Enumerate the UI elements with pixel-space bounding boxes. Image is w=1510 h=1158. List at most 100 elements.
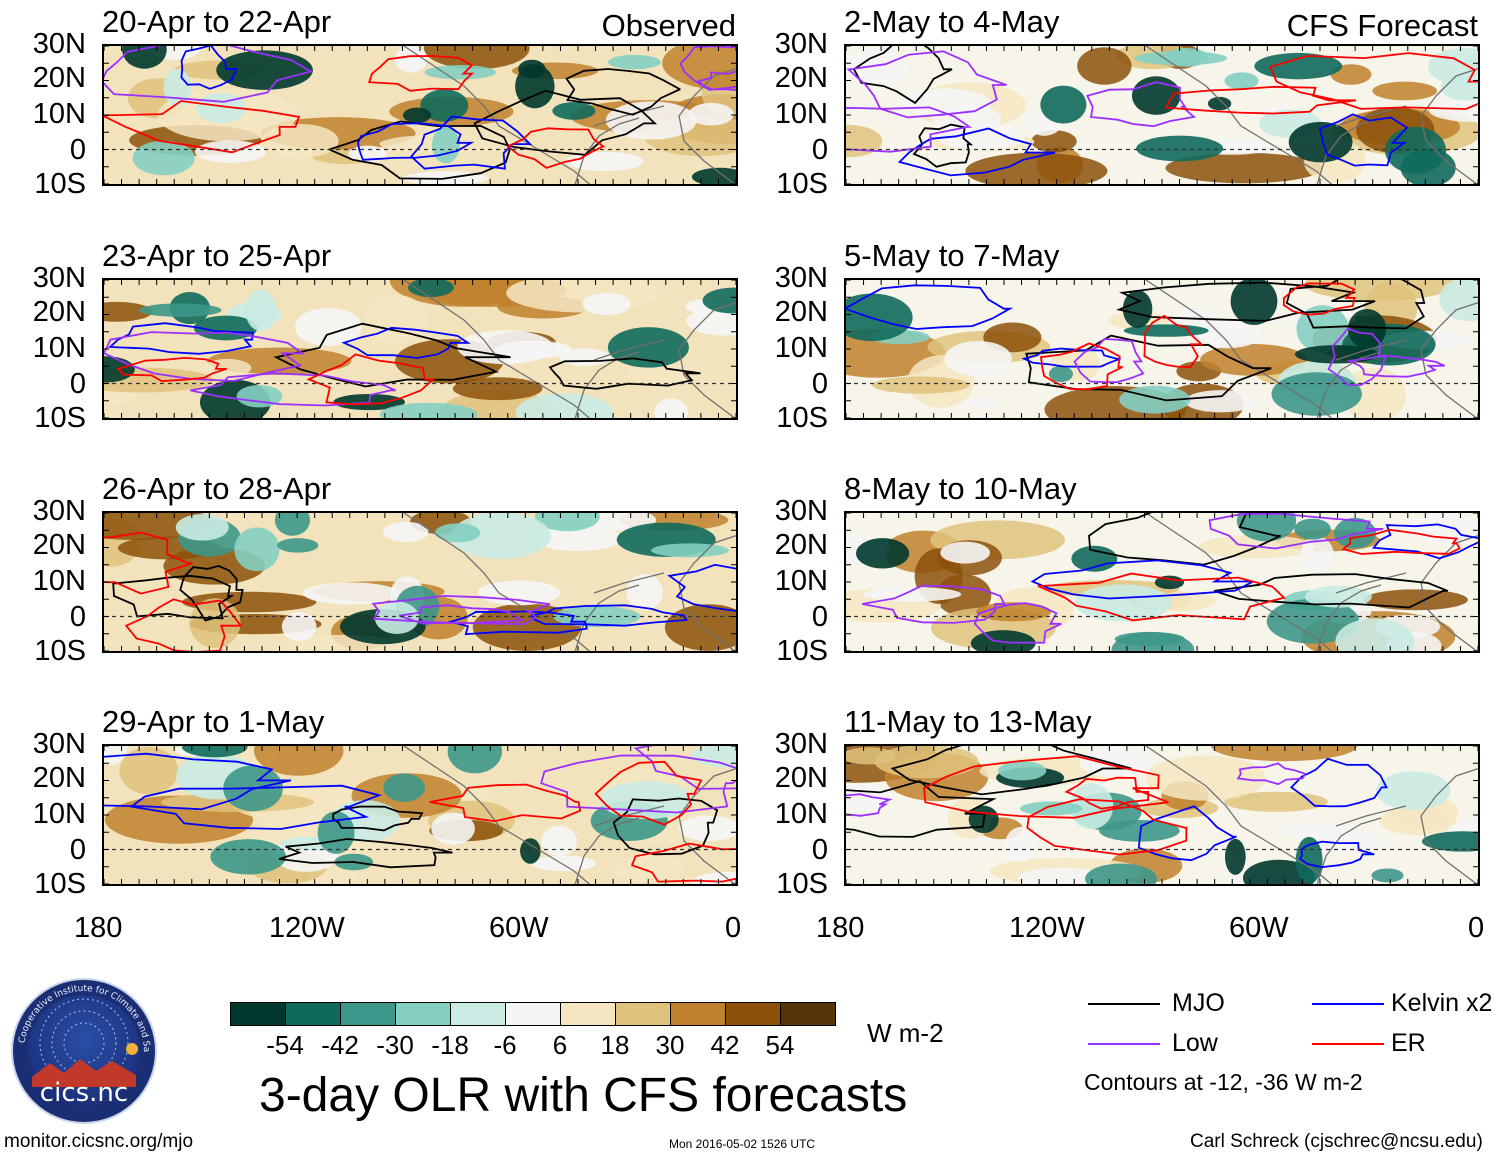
lat-label: 10N [774, 798, 828, 830]
colorbar-tick-label: 18 [600, 1030, 630, 1060]
panel-title: 26-Apr to 28-Apr [102, 471, 332, 506]
footer-timestamp: Mon 2016-05-02 1526 UTC [669, 1137, 816, 1151]
lat-label: 10N [774, 565, 828, 597]
olr-map-panel [102, 511, 738, 653]
colorbar-swatch [505, 1002, 561, 1026]
legend: MJO Kelvin x2 Low ER Contours at -12, -3… [1084, 989, 1508, 1101]
panel-title: 29-Apr to 1-May [102, 704, 325, 739]
lat-label: 30N [32, 728, 86, 760]
lat-label: 30N [32, 495, 86, 527]
olr-map-graphic [104, 513, 736, 651]
colorbar-swatch [395, 1002, 451, 1026]
olr-map-graphic [104, 280, 736, 418]
lat-label: 10N [32, 565, 86, 597]
main-title: 3-day OLR with CFS forecasts [259, 1069, 908, 1122]
colorbar-swatch [450, 1002, 506, 1026]
colorbar-swatch [560, 1002, 616, 1026]
colorbar-tick-label: 30 [655, 1030, 685, 1060]
panel-title: 11-May to 13-May [844, 704, 1092, 739]
olr-map-graphic [846, 280, 1478, 418]
lat-label: 0 [69, 601, 86, 633]
lat-label: 10N [774, 98, 828, 130]
legend-label-mjo: MJO [1172, 989, 1225, 1017]
lat-label: 20N [774, 62, 828, 94]
lon-label-0-left: 0 [725, 912, 742, 944]
lat-label: 10S [776, 168, 828, 200]
colorbar-tick-label: -18 [431, 1030, 469, 1060]
footer-url: monitor.cicsnc.org/mjo [4, 1131, 194, 1152]
lat-label: 30N [774, 262, 828, 294]
lat-label: 30N [32, 28, 86, 60]
lon-label-120w-right: 120W [1009, 912, 1085, 944]
lat-label: 10N [32, 98, 86, 130]
olr-map-panel [844, 44, 1480, 186]
lon-label-0-right: 0 [1468, 912, 1485, 944]
panel-title: 8-May to 10-May [844, 471, 1077, 506]
olr-map-graphic [104, 746, 736, 884]
panel-corner-label: CFS Forecast [1286, 8, 1478, 43]
olr-map-panel [844, 511, 1480, 653]
colorbar-tick-label: 42 [710, 1030, 740, 1060]
logo-name: cics.nc [40, 1078, 128, 1108]
lat-label: 10S [34, 168, 86, 200]
lat-label: 20N [32, 62, 86, 94]
olr-map-panel [102, 278, 738, 420]
lat-label: 10S [776, 868, 828, 900]
colorbar-tick-label: -54 [266, 1030, 304, 1060]
lat-label: 30N [774, 28, 828, 60]
colorbar-tick-label: -30 [376, 1030, 414, 1060]
legend-swatch-kelvin [1312, 1003, 1384, 1005]
olr-map-graphic [846, 746, 1478, 884]
colorbar-tick-label: 6 [552, 1030, 568, 1060]
lat-label: 10S [34, 402, 86, 434]
olr-map-graphic [104, 46, 736, 184]
colorbar-tick-label: -6 [493, 1030, 517, 1060]
olr-map-panel [844, 278, 1480, 420]
legend-swatch-er [1312, 1043, 1384, 1045]
olr-map-graphic [846, 513, 1478, 651]
olr-map-panel [102, 44, 738, 186]
lat-label: 10N [32, 332, 86, 364]
panel-corner-label: Observed [601, 8, 736, 43]
lat-label: 0 [811, 134, 828, 166]
colorbar-swatch [780, 1002, 836, 1026]
lat-label: 0 [69, 134, 86, 166]
olr-map-panel [102, 744, 738, 886]
legend-note: Contours at -12, -36 W m-2 [1084, 1069, 1363, 1095]
legend-swatch-mjo [1088, 1003, 1160, 1005]
colorbar-swatch [230, 1002, 286, 1026]
olr-map-panel [844, 744, 1480, 886]
colorbar-tick-label: 54 [765, 1030, 795, 1060]
panel-title: 20-Apr to 22-Apr [102, 4, 332, 39]
lat-label: 10S [34, 635, 86, 667]
lat-label: 10S [776, 635, 828, 667]
footer-credit: Carl Schreck (cjschrec@ncsu.edu) [1190, 1131, 1483, 1152]
lat-label: 20N [774, 762, 828, 794]
lat-label: 10N [774, 332, 828, 364]
lat-label: 10S [34, 868, 86, 900]
colorbar-swatch [340, 1002, 396, 1026]
lat-label: 20N [774, 529, 828, 561]
legend-swatch-low [1088, 1043, 1160, 1045]
lon-label-60w-left: 60W [489, 912, 549, 944]
olr-map-graphic [846, 46, 1478, 184]
panel-title: 2-May to 4-May [844, 4, 1060, 39]
lat-label: 30N [774, 728, 828, 760]
legend-label-kelvin: Kelvin x2 [1391, 989, 1493, 1017]
colorbar-swatch [725, 1002, 781, 1026]
lat-label: 0 [811, 834, 828, 866]
legend-label-er: ER [1391, 1029, 1426, 1057]
lat-label: 30N [774, 495, 828, 527]
lat-label: 0 [811, 368, 828, 400]
lat-label: 20N [774, 296, 828, 328]
colorbar-tick-label: -42 [321, 1030, 359, 1060]
lat-label: 0 [69, 834, 86, 866]
lat-label: 0 [811, 601, 828, 633]
lat-label: 0 [69, 368, 86, 400]
colorbar-swatch [285, 1002, 341, 1026]
cics-logo: Cooperative Institute for Climate and Sa… [7, 970, 158, 1125]
lat-label: 20N [32, 529, 86, 561]
colorbar-units: W m-2 [867, 1018, 944, 1048]
lon-label-180-right: 180 [816, 912, 865, 944]
lat-label: 10S [776, 402, 828, 434]
